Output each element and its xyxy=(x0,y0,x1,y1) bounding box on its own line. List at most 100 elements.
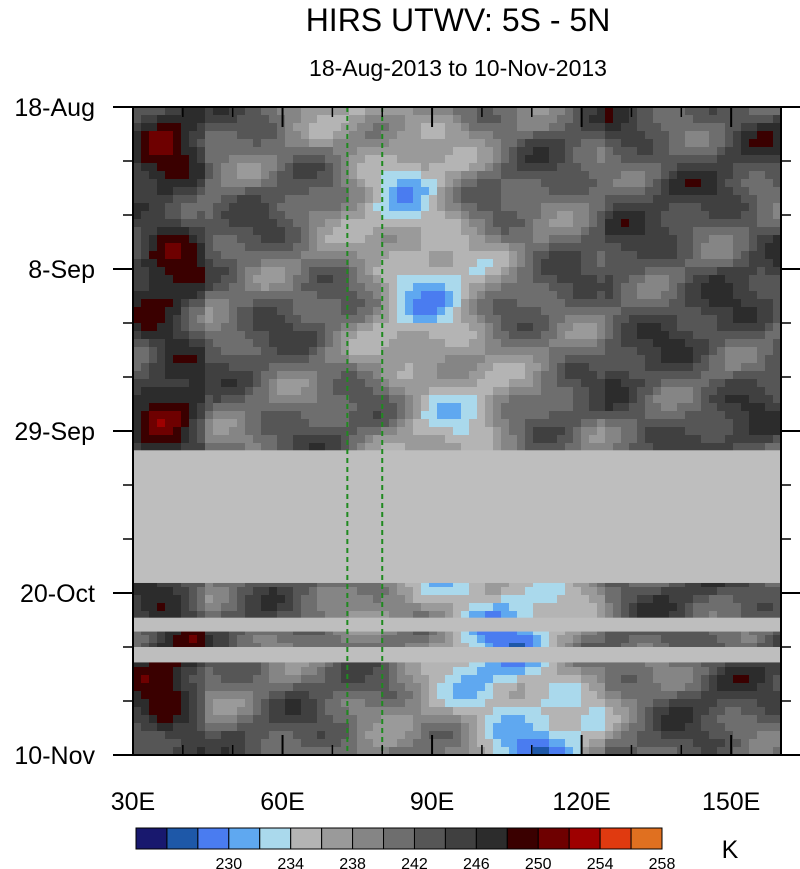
field-cell xyxy=(381,179,390,188)
field-cell xyxy=(309,235,318,244)
field-cell xyxy=(533,139,542,148)
field-cell xyxy=(285,195,294,204)
field-cell xyxy=(549,107,558,116)
field-cell xyxy=(549,195,558,204)
field-cell xyxy=(437,355,446,364)
field-cell xyxy=(205,131,214,140)
field-cell xyxy=(357,307,366,316)
field-cell xyxy=(165,347,174,356)
field-cell xyxy=(261,163,270,172)
field-cell xyxy=(685,275,694,284)
field-cell xyxy=(413,163,422,172)
field-cell xyxy=(557,291,566,300)
field-cell xyxy=(381,259,390,268)
field-cell xyxy=(261,595,270,604)
field-cell xyxy=(181,115,190,124)
field-cell xyxy=(549,275,558,284)
field-cell xyxy=(669,147,678,156)
field-cell xyxy=(453,251,462,260)
field-cell xyxy=(397,587,406,596)
field-cell xyxy=(525,115,534,124)
field-cell xyxy=(573,419,582,428)
field-cell xyxy=(405,331,414,340)
field-cell xyxy=(661,411,670,420)
field-cell xyxy=(661,323,670,332)
field-cell xyxy=(221,339,230,348)
field-cell xyxy=(605,379,614,388)
field-cell xyxy=(325,259,334,268)
field-cell xyxy=(765,187,774,196)
field-cell xyxy=(325,251,334,260)
field-cell xyxy=(349,107,358,116)
field-cell xyxy=(693,275,702,284)
field-cell xyxy=(493,283,502,292)
field-cell xyxy=(757,259,766,268)
field-cell xyxy=(381,283,390,292)
field-cell xyxy=(621,339,630,348)
field-cell xyxy=(517,187,526,196)
field-cell xyxy=(525,227,534,236)
field-cell xyxy=(765,299,774,308)
field-cell xyxy=(709,243,718,252)
field-cell xyxy=(181,259,190,268)
field-cell xyxy=(565,587,574,596)
field-cell xyxy=(277,403,286,412)
field-cell xyxy=(517,587,526,596)
field-cell xyxy=(517,339,526,348)
field-cell xyxy=(485,203,494,212)
field-cell xyxy=(613,155,622,164)
field-cell xyxy=(661,131,670,140)
field-cell xyxy=(269,211,278,220)
field-cell xyxy=(205,179,214,188)
field-cell xyxy=(349,283,358,292)
field-cell xyxy=(301,355,310,364)
field-cell xyxy=(661,587,670,596)
field-cell xyxy=(181,355,190,364)
field-cell xyxy=(213,411,222,420)
field-cell xyxy=(141,259,150,268)
field-cell xyxy=(237,443,246,452)
field-cell xyxy=(165,243,174,252)
field-cell xyxy=(581,339,590,348)
field-cell xyxy=(365,595,374,604)
field-cell xyxy=(725,291,734,300)
field-cell xyxy=(621,371,630,380)
field-cell xyxy=(725,323,734,332)
field-cell xyxy=(749,171,758,180)
field-cell xyxy=(677,579,686,588)
field-cell xyxy=(653,115,662,124)
field-cell xyxy=(325,435,334,444)
field-cell xyxy=(645,251,654,260)
field-cell xyxy=(517,331,526,340)
field-cell xyxy=(533,355,542,364)
field-cell xyxy=(389,291,398,300)
field-cell xyxy=(493,267,502,276)
field-cell xyxy=(413,291,422,300)
field-cell xyxy=(213,251,222,260)
field-cell xyxy=(141,235,150,244)
field-cell xyxy=(637,395,646,404)
field-cell xyxy=(413,227,422,236)
field-cell xyxy=(621,579,630,588)
field-cell xyxy=(749,139,758,148)
field-cell xyxy=(389,163,398,172)
field-cell xyxy=(381,323,390,332)
field-cell xyxy=(437,283,446,292)
field-cell xyxy=(541,363,550,372)
field-cell xyxy=(685,299,694,308)
field-cell xyxy=(621,219,630,228)
field-cell xyxy=(389,395,398,404)
field-cell xyxy=(477,411,486,420)
field-cell xyxy=(677,379,686,388)
field-cell xyxy=(469,227,478,236)
field-cell xyxy=(749,435,758,444)
field-cell xyxy=(597,387,606,396)
field-cell xyxy=(525,587,534,596)
field-cell xyxy=(213,275,222,284)
field-cell xyxy=(381,107,390,116)
field-cell xyxy=(373,235,382,244)
field-cell xyxy=(189,131,198,140)
field-cell xyxy=(733,235,742,244)
field-cell xyxy=(653,427,662,436)
field-cell xyxy=(741,587,750,596)
